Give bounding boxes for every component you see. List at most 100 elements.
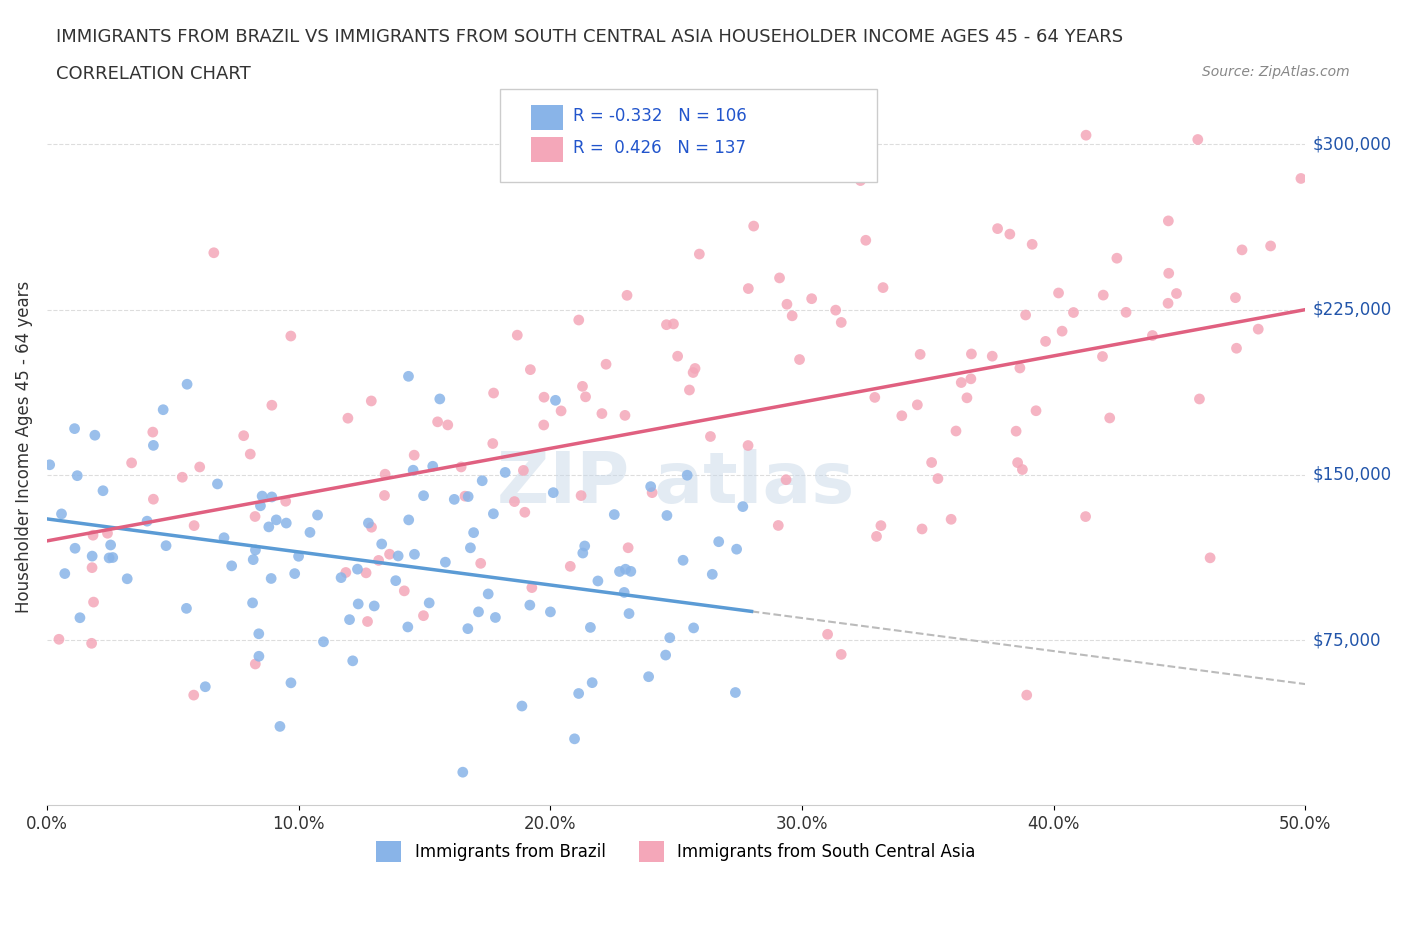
Point	[614, 562, 637, 577]
Point	[510, 698, 533, 713]
Point	[905, 397, 928, 412]
Point	[870, 518, 893, 533]
Point	[737, 438, 759, 453]
Point	[48, 631, 70, 646]
Point	[998, 227, 1021, 242]
Point	[1062, 305, 1084, 320]
Point	[572, 546, 595, 561]
Point	[245, 542, 267, 557]
Point	[617, 540, 640, 555]
Point	[436, 418, 458, 432]
Point	[207, 476, 229, 491]
Point	[1115, 305, 1137, 320]
Point	[641, 485, 664, 500]
Point	[1166, 286, 1188, 301]
Point	[1098, 410, 1121, 425]
Point	[863, 390, 886, 405]
Point	[82, 549, 104, 564]
Text: CORRELATION CHART: CORRELATION CHART	[56, 65, 252, 83]
Point	[513, 505, 536, 520]
Point	[1011, 462, 1033, 477]
Point	[80, 636, 103, 651]
Point	[463, 525, 485, 540]
Point	[724, 685, 747, 700]
Point	[443, 492, 465, 507]
Point	[890, 408, 912, 423]
Point	[183, 687, 205, 702]
Point	[1260, 238, 1282, 253]
Point	[595, 357, 617, 372]
Text: $300,000: $300,000	[1313, 136, 1392, 153]
Point	[609, 564, 631, 578]
Point	[202, 246, 225, 260]
Point	[1074, 509, 1097, 524]
Point	[586, 574, 609, 589]
Point	[434, 554, 457, 569]
Point	[457, 489, 479, 504]
Point	[613, 585, 636, 600]
Point	[574, 390, 596, 405]
Point	[384, 573, 406, 588]
Point	[494, 465, 516, 480]
Point	[550, 404, 572, 418]
Point	[260, 398, 283, 413]
Point	[387, 549, 409, 564]
Point	[98, 551, 121, 565]
Point	[544, 392, 567, 407]
Point	[702, 567, 724, 582]
Point	[1187, 132, 1209, 147]
Point	[817, 627, 839, 642]
Point	[742, 219, 765, 233]
Bar	[531, 138, 562, 163]
Point	[911, 522, 934, 537]
Point	[83, 428, 105, 443]
Point	[960, 347, 983, 362]
Text: R =  0.426   N = 137: R = 0.426 N = 137	[572, 140, 745, 157]
Point	[250, 488, 273, 503]
Point	[780, 309, 803, 324]
Point	[564, 731, 586, 746]
Point	[346, 562, 368, 577]
Point	[776, 297, 799, 312]
Point	[378, 547, 401, 562]
Point	[571, 379, 593, 393]
Point	[247, 649, 270, 664]
Point	[672, 552, 695, 567]
Point	[921, 455, 943, 470]
Point	[481, 436, 503, 451]
Point	[640, 479, 662, 494]
Point	[1247, 322, 1270, 337]
Point	[249, 498, 271, 513]
Point	[280, 328, 302, 343]
Point	[939, 512, 962, 526]
Point	[66, 468, 89, 483]
Point	[136, 513, 159, 528]
Point	[666, 349, 689, 364]
Point	[69, 610, 91, 625]
Point	[450, 459, 472, 474]
Point	[541, 485, 564, 500]
Point	[142, 492, 165, 507]
Point	[91, 484, 114, 498]
Point	[422, 458, 444, 473]
Point	[457, 621, 479, 636]
Point	[152, 403, 174, 418]
Point	[800, 291, 823, 306]
Point	[1005, 424, 1028, 439]
Point	[396, 619, 419, 634]
Point	[342, 654, 364, 669]
Point	[676, 468, 699, 483]
Point	[83, 594, 105, 609]
Point	[683, 361, 706, 376]
Point	[569, 488, 592, 503]
Point	[1092, 287, 1115, 302]
Point	[950, 375, 973, 390]
Point	[1142, 328, 1164, 343]
Point	[172, 470, 194, 485]
Point	[284, 566, 307, 581]
Point	[1157, 296, 1180, 311]
Point	[373, 488, 395, 503]
Point	[232, 428, 254, 443]
Text: $75,000: $75,000	[1313, 631, 1381, 649]
Point	[280, 675, 302, 690]
